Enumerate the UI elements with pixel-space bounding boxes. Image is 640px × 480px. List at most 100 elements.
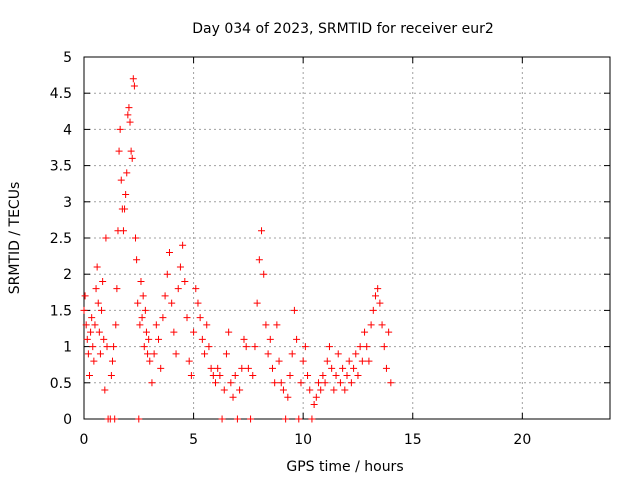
data-point — [277, 379, 285, 387]
data-point — [125, 104, 133, 112]
data-point — [255, 256, 263, 264]
data-point — [123, 169, 131, 177]
data-point — [244, 364, 252, 372]
data-point — [92, 285, 100, 293]
x-tick-label: 10 — [294, 432, 312, 448]
data-point — [350, 364, 358, 372]
data-point — [282, 415, 290, 423]
data-point — [328, 364, 336, 372]
data-point — [247, 415, 255, 423]
data-point — [96, 350, 104, 358]
data-point — [176, 263, 184, 271]
data-point — [152, 321, 160, 329]
data-point — [117, 176, 125, 184]
data-point — [190, 328, 198, 336]
data-point — [203, 321, 211, 329]
data-point — [141, 306, 149, 314]
data-point — [236, 386, 244, 394]
data-point — [275, 357, 283, 365]
data-point — [170, 328, 178, 336]
data-point — [201, 350, 209, 358]
data-point — [168, 299, 176, 307]
data-point — [284, 393, 292, 401]
data-point — [150, 350, 158, 358]
data-point — [233, 415, 241, 423]
data-point — [345, 357, 353, 365]
x-tick-label: 20 — [513, 432, 531, 448]
data-point — [343, 372, 351, 380]
data-point — [174, 285, 182, 293]
data-point — [132, 234, 140, 242]
data-point — [100, 335, 108, 343]
data-point — [363, 343, 371, 351]
data-point — [165, 248, 173, 256]
data-point — [119, 227, 127, 235]
data-point — [376, 299, 384, 307]
data-point — [108, 357, 116, 365]
data-point — [122, 191, 130, 199]
data-point — [99, 277, 107, 285]
data-point — [262, 321, 270, 329]
data-point — [336, 379, 344, 387]
chart-title: Day 034 of 2023, SRMTID for receiver eur… — [192, 21, 494, 37]
data-point — [83, 335, 91, 343]
data-point — [138, 314, 146, 322]
data-point — [192, 285, 200, 293]
data-point — [374, 285, 382, 293]
data-point — [369, 306, 377, 314]
data-point — [273, 321, 281, 329]
data-point — [87, 328, 95, 336]
data-point — [297, 379, 305, 387]
data-point — [113, 285, 121, 293]
data-point — [306, 386, 314, 394]
data-point — [157, 364, 165, 372]
data-point — [207, 364, 215, 372]
y-tick-label: 1.5 — [50, 303, 72, 319]
data-point — [268, 364, 276, 372]
data-point — [90, 357, 98, 365]
y-tick-label: 2 — [63, 267, 72, 283]
data-point — [382, 364, 390, 372]
data-point — [293, 335, 301, 343]
data-point — [378, 321, 386, 329]
data-point — [238, 364, 246, 372]
data-point — [134, 299, 142, 307]
data-point — [240, 335, 248, 343]
data-point — [198, 335, 206, 343]
data-point — [127, 147, 135, 155]
data-point — [310, 401, 318, 409]
data-point — [139, 292, 147, 300]
data-point — [112, 321, 120, 329]
grid — [84, 57, 610, 419]
y-tick-label: 3.5 — [50, 159, 72, 175]
data-point — [115, 147, 123, 155]
data-point — [187, 372, 195, 380]
data-point — [84, 350, 92, 358]
data-point — [135, 415, 143, 423]
data-point — [279, 386, 287, 394]
data-point — [312, 393, 320, 401]
data-point — [358, 357, 366, 365]
data-point — [185, 357, 193, 365]
data-point — [110, 343, 118, 351]
data-point — [140, 343, 148, 351]
data-point — [299, 357, 307, 365]
data-point — [128, 154, 136, 162]
data-point — [271, 379, 279, 387]
ticks: 0 0.5 1 1.5 2 2.5 3 3.5 4 4.5 5 0 5 10 15 20 — [50, 50, 610, 448]
data-point — [356, 343, 364, 351]
y-tick-label: 0.5 — [50, 376, 72, 392]
data-point — [94, 299, 102, 307]
data-point — [222, 350, 230, 358]
y-axis-label: SRMTID / TECUs — [7, 182, 23, 295]
data-point — [220, 386, 228, 394]
x-tick-label: 5 — [189, 432, 198, 448]
data-point — [367, 321, 375, 329]
data-point — [325, 343, 333, 351]
data-point — [93, 263, 101, 271]
data-point — [142, 328, 150, 336]
y-tick-label: 5 — [63, 50, 72, 66]
x-tick-label: 0 — [80, 432, 89, 448]
data-point — [361, 328, 369, 336]
